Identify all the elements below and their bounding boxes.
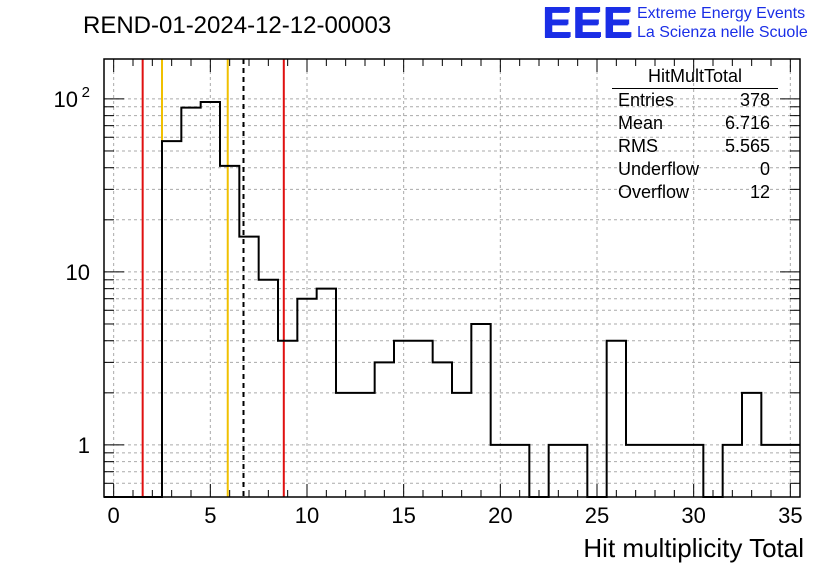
marker-lines	[141, 59, 285, 497]
stats-title: HitMultTotal	[612, 66, 778, 89]
x-axis-label: Hit multiplicity Total	[583, 533, 804, 563]
stats-label: Entries	[618, 90, 675, 110]
stats-value: 12	[749, 182, 770, 202]
histogram-bar	[433, 362, 452, 497]
histogram-bar	[375, 362, 394, 497]
histogram-bar	[278, 341, 297, 497]
histogram-bar	[394, 341, 413, 497]
chart-title: REND-01-2024-12-12-00003	[83, 12, 392, 39]
grid	[104, 59, 800, 497]
histogram-bar	[665, 445, 684, 497]
x-tick-label: 25	[585, 503, 609, 528]
axes	[103, 58, 801, 498]
x-tick-label: 35	[778, 503, 802, 528]
stats-value: 5.565	[724, 136, 770, 156]
histogram-bar	[355, 393, 374, 497]
x-tick-label: 5	[204, 503, 216, 528]
stats-row: RMS 5.565	[612, 135, 778, 158]
x-tick-label: 15	[391, 503, 415, 528]
y-tick-exponent: 2	[82, 84, 90, 101]
histogram-bar	[181, 108, 200, 497]
histogram-bar	[723, 445, 742, 497]
histogram-bar	[452, 393, 471, 497]
stats-row: Mean 6.716	[612, 112, 778, 135]
stats-label: Underflow	[618, 159, 700, 179]
histogram-bar	[239, 237, 258, 497]
stats-box: HitMultTotal Entries 378 Mean 6.716 RMS 5.565…	[612, 66, 778, 204]
stats-rows: Entries 378 Mean 6.716 RMS 5.565 Underflow 0 Ove…	[612, 89, 778, 204]
stats-row: Overflow 12	[612, 181, 778, 204]
stats-value: 6.716	[724, 113, 770, 133]
histogram-bar	[220, 166, 239, 497]
x-tick-label: 10	[295, 503, 319, 528]
histogram-bar	[626, 445, 645, 497]
eee-logo: EEE	[542, 0, 634, 47]
histogram-series	[104, 100, 800, 498]
histogram-bar	[259, 280, 278, 497]
stats-row: Underflow 0	[612, 158, 778, 181]
histogram-bar	[297, 299, 316, 497]
stats-label: RMS	[618, 136, 658, 156]
x-tick-label: 0	[108, 503, 120, 528]
histogram-bar	[162, 141, 181, 497]
stats-row: Entries 378	[612, 89, 778, 112]
histogram-bar	[761, 445, 780, 497]
histogram-bar	[471, 324, 490, 497]
x-tick-label: 20	[488, 503, 512, 528]
histogram-bar	[645, 445, 664, 497]
stats-value: 378	[739, 90, 770, 110]
stats-label: Mean	[618, 113, 664, 133]
y-tick-label: 1	[78, 433, 90, 458]
histogram-bar	[317, 289, 336, 497]
stats-label: Overflow	[618, 182, 690, 202]
histogram-outline	[104, 100, 800, 498]
histogram-bar	[568, 445, 587, 497]
x-tick-label: 30	[681, 503, 705, 528]
y-tick-label: 10	[66, 260, 90, 285]
histogram-bar	[201, 102, 220, 497]
logo-subtitle-1: Extreme Energy Events	[637, 5, 806, 22]
histogram-bar	[742, 393, 761, 497]
logo-subtitle-2: La Scienza nelle Scuole	[637, 24, 808, 41]
histogram-bar	[607, 341, 626, 497]
stats-value: 0	[759, 159, 770, 179]
histogram-bar	[510, 445, 529, 497]
histogram-bar	[336, 393, 355, 497]
plot-frame	[103, 58, 801, 498]
histogram-bar	[549, 445, 568, 497]
histogram-bar	[413, 341, 432, 497]
y-tick-label: 10	[54, 87, 78, 112]
